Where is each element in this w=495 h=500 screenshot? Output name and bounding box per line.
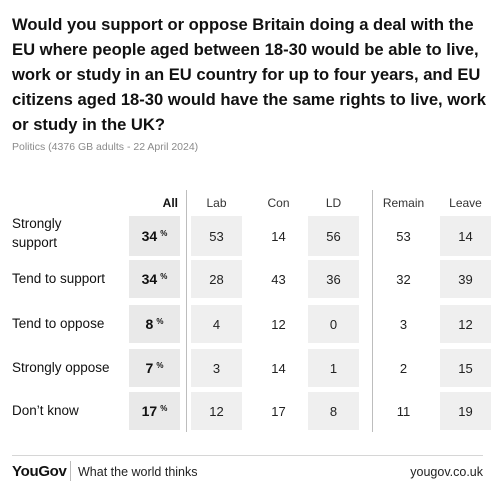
percent-sign: % [160,228,168,238]
table-cell: 17 [253,392,304,430]
table-cell: 14 [440,216,491,256]
footer-site-link[interactable]: yougov.co.uk [410,465,483,479]
cell-value: 34 [141,271,158,287]
row-label: Strongly support [12,216,62,250]
chart-subtitle: Politics (4376 GB adults - 22 April 2024… [12,141,199,153]
table-cell: 56 [308,216,359,256]
chart-title: Would you support or oppose Britain doin… [12,15,486,134]
column-header-all: All [162,196,178,210]
row-label: Tend to oppose [12,316,105,331]
yougov-logo: YouGov [12,463,67,480]
table-cell: 12 [191,392,242,430]
table-cell: 17% [129,392,180,430]
table-cell: 32 [378,260,429,298]
percent-sign: % [160,271,168,281]
row-label: Tend to support [12,271,106,286]
table-cell: 1 [308,349,359,387]
footer-separator [70,461,71,481]
column-header-lab: Lab [206,196,227,210]
table-cell: 28 [191,260,242,298]
column-header-remain: Remain [382,196,425,210]
table-cell: 12 [440,305,491,343]
table-cell: 39 [440,260,491,298]
table-cell: 34% [129,216,180,256]
cell-value: 7 [145,360,154,376]
footer-tagline: What the world thinks [78,465,198,479]
table-cell: 3 [191,349,242,387]
table-cell: 19 [440,392,491,430]
table-cell: 4 [191,305,242,343]
table-cell: 15 [440,349,491,387]
table-cell: 14 [253,216,304,256]
table-cell: 34% [129,260,180,298]
percent-sign: % [156,316,164,326]
table-cell: 53 [378,216,429,256]
table-cell: 7% [129,349,180,387]
table-cell: 36 [308,260,359,298]
cell-value: 17 [141,403,158,419]
row-label: Strongly oppose [12,360,110,375]
percent-sign: % [156,360,164,370]
table-cell: 8% [129,305,180,343]
column-header-con: Con [267,196,290,210]
table-cell: 43 [253,260,304,298]
table-cell: 3 [378,305,429,343]
table-cell: 53 [191,216,242,256]
table-cell: 14 [253,349,304,387]
footer-divider [12,455,483,456]
divider-all [186,190,187,432]
column-header-ld: LD [325,196,342,210]
column-header-leave: Leave [449,196,482,210]
table-cell: 0 [308,305,359,343]
table-cell: 12 [253,305,304,343]
table-cell: 2 [378,349,429,387]
divider-brexit [372,190,373,432]
table-cell: 8 [308,392,359,430]
cell-value: 34 [141,228,158,244]
percent-sign: % [160,403,168,413]
row-label: Don’t know [12,403,79,418]
table-cell: 11 [378,392,429,430]
cell-value: 8 [145,316,154,332]
